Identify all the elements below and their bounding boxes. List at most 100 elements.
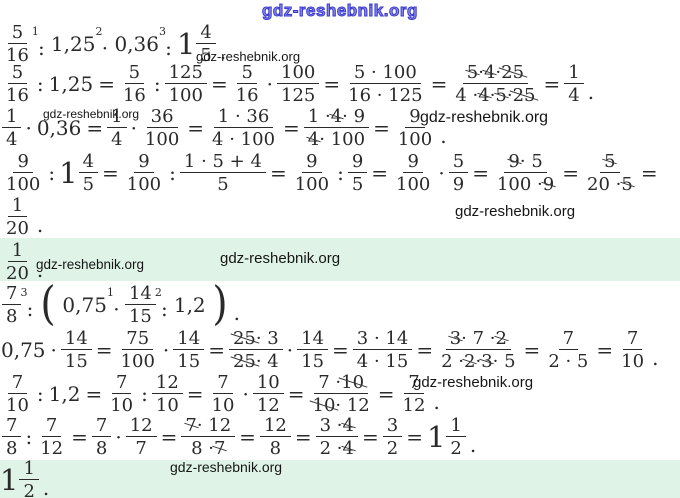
operator: : [160, 297, 168, 321]
numerator: 9 [13, 151, 33, 173]
fraction: 9 · 5 100 · 9 [493, 151, 558, 195]
cancelled-factor: 4 [342, 414, 354, 436]
numerator: 9 [134, 150, 154, 173]
factor: 7 [562, 327, 575, 349]
factor: 10 [621, 351, 645, 372]
factor: 7 [6, 282, 18, 304]
factor: 1 [11, 194, 24, 216]
operator-with-order: 1: [32, 26, 45, 58]
site-watermark-2: gdz-reshebnik.org [43, 107, 140, 121]
p1-step-divide-by-125: 5 16:1,25 = 5 16:125 100 = 5 16 · 100 125 = 5 · 100 16… [2, 60, 595, 108]
fraction: 9 100 [123, 151, 165, 195]
denominator: 12 [253, 395, 284, 416]
factor: 4 [111, 129, 123, 150]
factor: 4 · 15 [356, 351, 409, 372]
numerator: 3 [382, 415, 403, 437]
fraction: 14 15 [173, 327, 205, 372]
cancelled-factor: 10 [312, 395, 336, 416]
numerator: 3 · 4 [315, 414, 358, 437]
denominator: 25 · 4 [229, 351, 283, 372]
factor: 15 [301, 351, 325, 372]
factor: · 9 [342, 105, 366, 127]
math-text: = [160, 425, 178, 449]
factor: · 5 [519, 150, 543, 172]
factor: 5 [241, 61, 253, 83]
factor: 7 [6, 414, 18, 436]
denominator: 5 [82, 174, 95, 195]
factor: 2 · [441, 351, 464, 372]
factor: 16 · 125 [348, 85, 423, 106]
fraction: 12 10 [151, 372, 183, 416]
math-text: : [141, 382, 148, 406]
factor: · [506, 85, 513, 106]
denominator: 100 [392, 174, 434, 195]
problem-1-expression: 5 16 1:1,25 2 · 0,36 3:1 4 5. [2, 20, 227, 68]
denominator: 4 · 100 [304, 129, 369, 150]
math-text: = [269, 161, 287, 185]
factor: 4 [6, 129, 18, 150]
numerator: 14 [173, 327, 205, 350]
fraction: 12 8 [259, 415, 291, 459]
fraction: 7 12 [36, 415, 67, 459]
fraction: 7 10 [106, 372, 137, 416]
math-text: = [377, 382, 395, 406]
cancelled-factor: 2 [464, 351, 476, 372]
cancelled-factor: 5 [621, 174, 633, 195]
p2-step-multiply: 0,75 · 14 15 = 75 100 · 14 15 = 25 · 3 25 · 4 · 14 15 = 3… [0, 326, 659, 374]
denominator: 10 [617, 351, 648, 372]
fraction: 36 100 [141, 106, 183, 150]
factor: 5 [11, 61, 24, 83]
math-text: 0,36 [114, 32, 159, 56]
math-text: . [233, 301, 240, 325]
fraction: 100 125 [277, 62, 320, 106]
math-text: = [294, 425, 312, 449]
fraction: 7 10 [208, 372, 239, 416]
factor: 9 [138, 150, 150, 172]
numerator: 9 [405, 106, 425, 128]
factor: 2 · 5 [548, 351, 589, 372]
fraction: 7 · 12 8 · 7 [181, 415, 236, 459]
factor: 4 · 100 [212, 129, 276, 150]
factor: 14 [301, 327, 325, 349]
operator: · [101, 36, 109, 60]
whole-part: 1 [59, 155, 78, 190]
factor: 1 [111, 105, 123, 127]
numerator: 36 [146, 106, 178, 128]
factor: · 100 [319, 129, 366, 150]
cancelled-factor: 9 [542, 174, 555, 195]
denominator: 20 [2, 218, 33, 239]
math-text: 0,75 [62, 293, 107, 317]
fraction: 9 100 [291, 151, 333, 195]
numerator: 5 [600, 151, 620, 173]
whole-part: 1 [0, 462, 19, 497]
math-text: = [416, 338, 434, 362]
math-text: = [523, 338, 541, 362]
factor: · 4 [255, 351, 279, 372]
operator-with-order: 3: [159, 26, 172, 58]
numerator: 10 [252, 371, 284, 394]
factor: 7 [95, 414, 108, 436]
site-watermark-6: gdz-reshebnik.org [220, 250, 341, 267]
numerator: 1 · 36 [213, 106, 274, 128]
factor: 10 [256, 371, 280, 393]
math-text: = [102, 161, 119, 185]
numerator: 7 [2, 282, 22, 305]
denominator: 2 [383, 438, 402, 459]
denominator: 100 [141, 129, 183, 150]
factor: 7 [45, 414, 58, 436]
numerator: 5 [448, 151, 469, 173]
denominator: 4 [2, 129, 21, 150]
denominator: 20 · 5 [583, 174, 637, 195]
denominator: 7 [131, 438, 150, 459]
denominator: 100 [123, 174, 165, 195]
factor: 7 [408, 371, 420, 393]
math-text: . [469, 433, 477, 457]
denominator: 16 [2, 85, 33, 106]
factor: 14 [177, 327, 201, 349]
fraction: 7 10 [2, 372, 33, 416]
